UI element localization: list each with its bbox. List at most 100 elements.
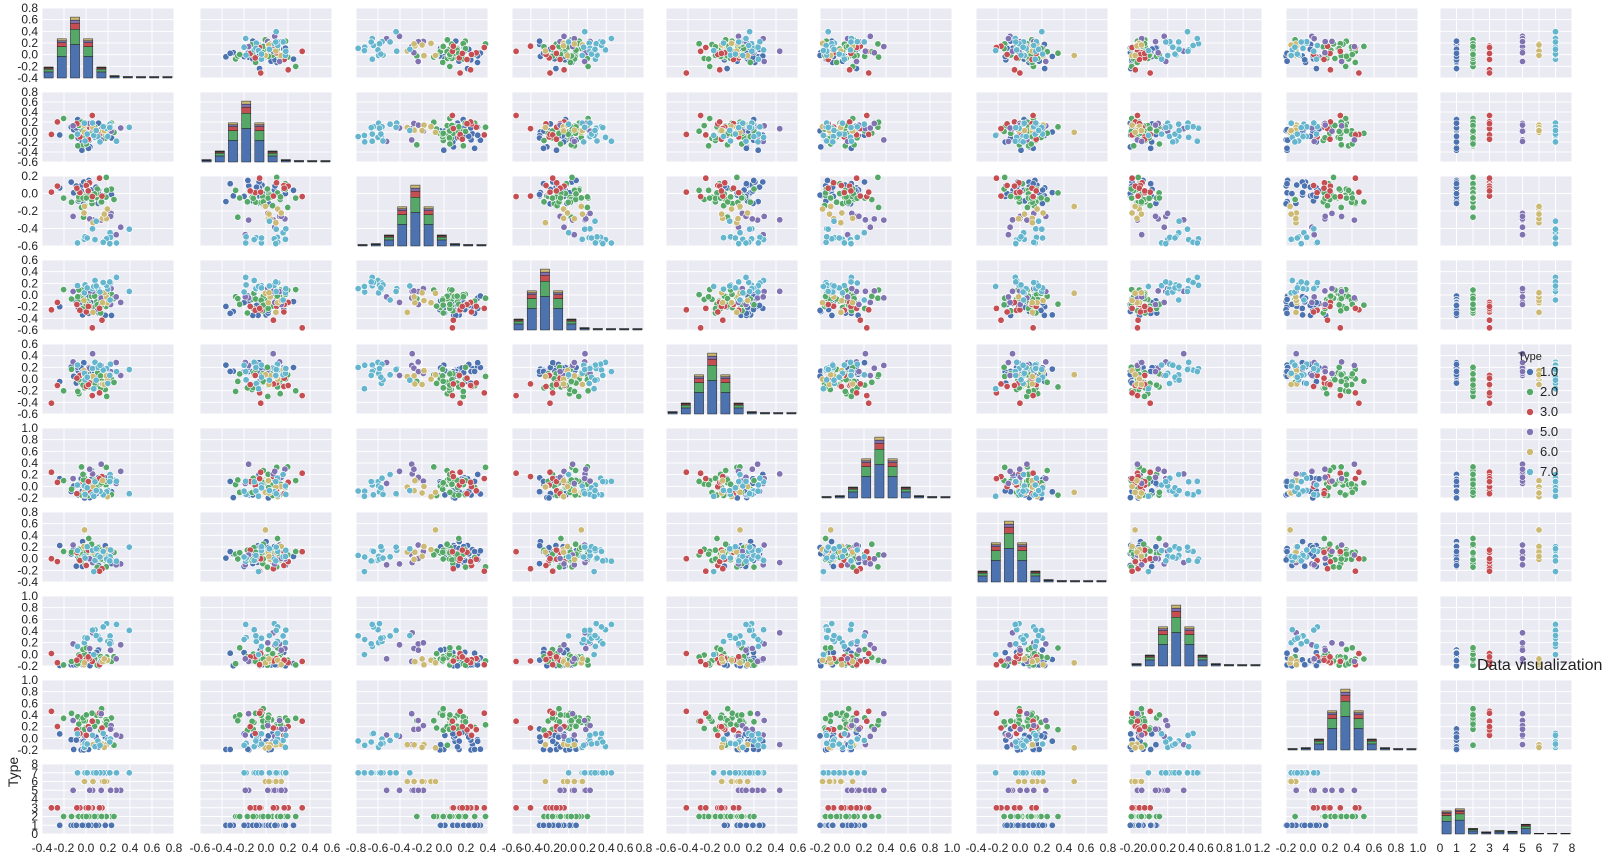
scatter-point bbox=[848, 285, 856, 293]
scatter-point bbox=[89, 225, 97, 233]
scatter-point bbox=[449, 316, 457, 324]
cell-r0-c4 bbox=[665, 7, 799, 79]
scatter-point bbox=[599, 38, 607, 46]
scatter-point bbox=[1054, 49, 1062, 57]
scatter-point bbox=[1310, 308, 1318, 316]
scatter-point bbox=[853, 279, 861, 287]
scatter-point bbox=[731, 234, 739, 242]
cell-r3-c4 bbox=[665, 259, 799, 332]
scatter-point bbox=[427, 299, 435, 307]
scatter-point bbox=[1519, 212, 1527, 220]
hist-bar bbox=[397, 224, 408, 247]
scatter-point bbox=[726, 45, 734, 53]
scatter-point bbox=[467, 381, 475, 389]
scatter-point bbox=[563, 209, 571, 217]
scatter-point bbox=[601, 46, 609, 54]
cell-r1-c9 bbox=[1439, 91, 1573, 163]
scatter-point bbox=[243, 309, 251, 317]
scatter-point bbox=[1054, 189, 1062, 197]
scatter-point bbox=[1519, 121, 1527, 129]
cell-r2-c3 bbox=[511, 173, 645, 248]
scatter-point bbox=[1320, 184, 1328, 192]
scatter-point bbox=[697, 324, 705, 332]
scatter-point bbox=[705, 142, 713, 150]
scatter-point bbox=[480, 43, 488, 51]
hist-bar bbox=[254, 124, 265, 127]
scatter-point bbox=[846, 118, 854, 126]
scatter-point bbox=[860, 296, 868, 304]
scatter-point bbox=[735, 189, 743, 197]
scatter-point bbox=[1348, 194, 1356, 202]
scatter-point bbox=[467, 308, 475, 316]
scatter-point bbox=[1134, 173, 1142, 181]
scatter-point bbox=[1486, 316, 1494, 324]
scatter-point bbox=[776, 125, 784, 133]
scatter-point bbox=[739, 51, 747, 59]
scatter-point bbox=[455, 371, 463, 379]
scatter-point bbox=[368, 55, 376, 63]
scatter-point bbox=[880, 294, 888, 302]
scatter-point bbox=[1519, 127, 1527, 135]
scatter-point bbox=[244, 176, 252, 184]
scatter-point bbox=[292, 286, 300, 294]
hist-bar bbox=[526, 298, 537, 309]
scatter-point bbox=[125, 225, 133, 233]
scatter-point bbox=[1155, 140, 1163, 148]
scatter-point bbox=[541, 219, 549, 227]
scatter-point bbox=[125, 123, 133, 131]
hist-bar bbox=[397, 214, 408, 225]
scatter-point bbox=[1288, 190, 1296, 198]
scatter-point bbox=[1535, 51, 1543, 59]
scatter-point bbox=[1343, 304, 1351, 312]
scatter-point bbox=[473, 58, 481, 66]
scatter-point bbox=[1298, 304, 1306, 312]
scatter-point bbox=[1031, 55, 1039, 63]
scatter-point bbox=[1336, 193, 1344, 201]
scatter-point bbox=[1519, 293, 1527, 301]
scatter-point bbox=[853, 174, 861, 182]
scatter-point bbox=[727, 39, 735, 47]
scatter-point bbox=[1152, 300, 1160, 308]
scatter-point bbox=[1486, 302, 1494, 310]
scatter-point bbox=[1320, 55, 1328, 63]
scatter-point bbox=[875, 53, 883, 61]
scatter-point bbox=[849, 380, 857, 388]
hist-bar bbox=[680, 402, 691, 404]
scatter-point bbox=[719, 285, 727, 293]
scatter-point bbox=[590, 385, 598, 393]
scatter-point bbox=[577, 202, 585, 210]
scatter-point bbox=[540, 198, 548, 206]
scatter-point bbox=[446, 300, 454, 308]
scatter-point bbox=[824, 28, 832, 36]
hist-bar bbox=[513, 318, 524, 320]
scatter-point bbox=[104, 132, 112, 140]
scatter-point bbox=[823, 137, 831, 145]
scatter-point bbox=[448, 324, 456, 332]
scatter-point bbox=[99, 278, 107, 286]
scatter-point bbox=[395, 298, 403, 306]
scatter-point bbox=[1054, 123, 1062, 131]
scatter-point bbox=[420, 52, 428, 60]
scatter-point bbox=[106, 240, 114, 248]
scatter-point bbox=[599, 371, 607, 379]
scatter-point bbox=[395, 371, 403, 379]
scatter-point bbox=[91, 236, 99, 244]
scatter-point bbox=[565, 38, 573, 46]
scatter-point bbox=[1486, 324, 1494, 332]
scatter-point bbox=[866, 32, 874, 40]
hist-bar bbox=[526, 290, 537, 294]
hist-bar bbox=[56, 40, 67, 43]
scatter-point bbox=[726, 217, 734, 225]
scatter-point bbox=[427, 123, 435, 131]
scatter-point bbox=[279, 296, 287, 304]
scatter-point bbox=[1343, 52, 1351, 60]
scatter-point bbox=[1535, 202, 1543, 210]
scatter-point bbox=[838, 297, 846, 305]
scatter-point bbox=[88, 392, 96, 400]
scatter-point bbox=[1336, 324, 1344, 332]
scatter-point bbox=[1029, 112, 1037, 120]
scatter-point bbox=[731, 50, 739, 58]
scatter-point bbox=[60, 194, 68, 202]
scatter-point bbox=[113, 368, 121, 376]
scatter-point bbox=[1469, 173, 1477, 181]
